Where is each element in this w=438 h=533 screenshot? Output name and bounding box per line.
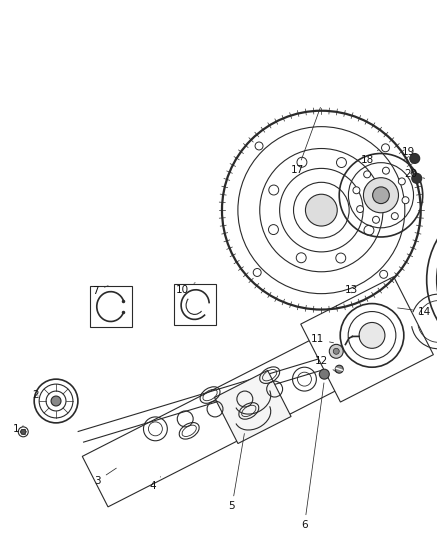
Text: 4: 4 [149,477,161,491]
Polygon shape [301,277,433,402]
Circle shape [391,213,398,220]
Text: 2: 2 [32,390,39,400]
Text: 3: 3 [95,468,117,486]
Circle shape [305,194,337,226]
Circle shape [253,269,261,277]
Text: 10: 10 [176,282,195,295]
Text: 15: 15 [0,532,1,533]
Circle shape [364,225,374,235]
Circle shape [381,144,389,152]
Circle shape [382,167,389,174]
Circle shape [21,430,26,434]
Circle shape [373,187,389,204]
Text: 6: 6 [301,383,324,530]
Circle shape [297,157,307,167]
Circle shape [359,322,385,349]
Circle shape [357,206,364,213]
Polygon shape [215,370,291,443]
Bar [174,284,216,326]
Text: 20: 20 [404,169,425,180]
Circle shape [410,154,420,164]
Bar [90,286,131,327]
Circle shape [296,253,306,263]
Circle shape [335,365,343,373]
Text: 18: 18 [360,149,379,165]
Text: 12: 12 [315,356,337,373]
Circle shape [329,344,343,358]
Text: 1: 1 [13,424,23,434]
Circle shape [51,396,61,406]
Circle shape [372,216,379,223]
Circle shape [353,187,360,193]
Circle shape [269,185,279,195]
Circle shape [319,369,329,379]
Circle shape [398,178,405,185]
Circle shape [364,171,371,178]
Circle shape [402,197,409,204]
Text: 17: 17 [291,107,321,175]
Text: 7: 7 [92,286,108,296]
Circle shape [336,253,346,263]
Text: 16: 16 [0,532,1,533]
Text: 19: 19 [402,148,415,157]
Text: 5: 5 [229,433,244,511]
Text: 13: 13 [345,285,358,295]
Circle shape [364,177,399,213]
Circle shape [336,158,346,167]
Circle shape [412,173,422,183]
Text: 14: 14 [398,306,431,317]
Text: 11: 11 [311,334,333,344]
Circle shape [333,349,339,354]
Circle shape [380,270,388,278]
Circle shape [255,142,263,150]
Circle shape [268,224,279,235]
Circle shape [364,185,374,196]
